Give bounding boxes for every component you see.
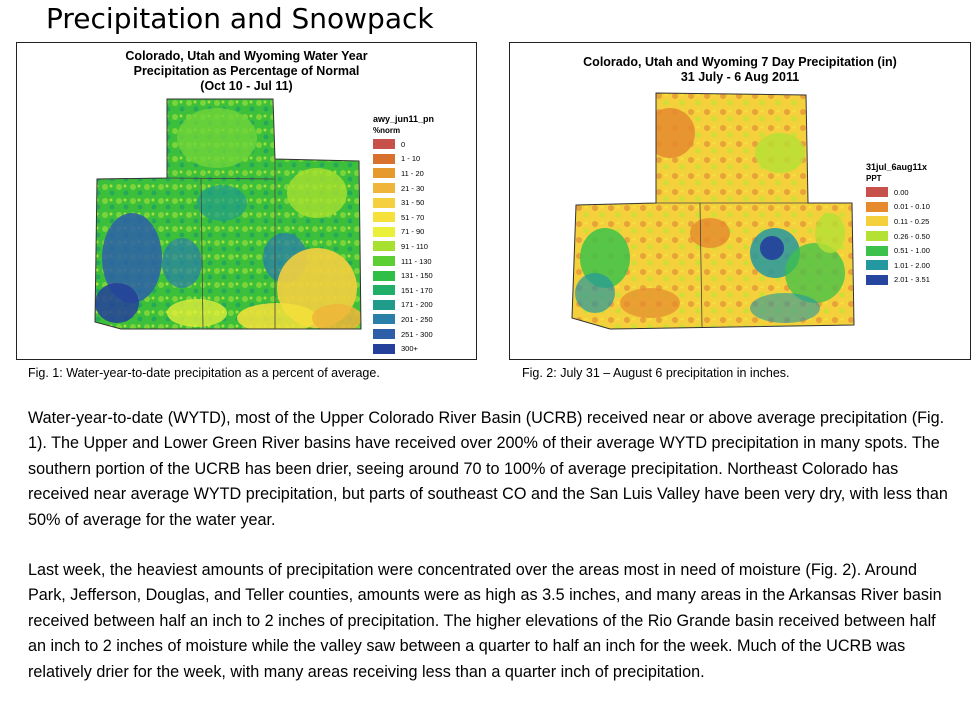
- legend-swatch: [373, 183, 395, 194]
- page-title: Precipitation and Snowpack: [46, 2, 434, 35]
- legend-item: 131 - 150: [373, 268, 434, 283]
- legend-swatch: [866, 260, 888, 271]
- legend-label: 51 - 70: [401, 212, 425, 222]
- figure-2-title: Colorado, Utah and Wyoming 7 Day Precipi…: [583, 55, 897, 84]
- legend-label: 71 - 90: [401, 227, 425, 237]
- figure-1-title: Colorado, Utah and Wyoming Water Year Pr…: [125, 49, 368, 93]
- legend-swatch: [866, 274, 888, 285]
- legend-item: 0.01 - 0.10: [866, 200, 930, 215]
- legend-item: 151 - 170: [373, 283, 434, 298]
- figure-2-map-panel: Colorado, Utah and Wyoming 7 Day Precipi…: [509, 42, 971, 360]
- legend-swatch: [373, 343, 395, 354]
- legend-label: 251 - 300: [401, 329, 433, 339]
- legend-item: 51 - 70: [373, 210, 434, 225]
- legend-item: 0: [373, 137, 434, 152]
- legend-item: 0.11 - 0.25: [866, 214, 930, 229]
- figure-2-state-borders: [656, 202, 808, 328]
- figure-2-legend-subtitle: PPT: [866, 174, 882, 183]
- legend-swatch: [373, 270, 395, 281]
- legend-item: 201 - 250: [373, 312, 434, 327]
- figure-2-state-outline: [571, 92, 855, 330]
- legend-label: 0.00: [894, 187, 909, 197]
- figure-2-caption: Fig. 2: July 31 – August 6 precipitation…: [522, 366, 790, 380]
- figure-1-state-borders: [166, 159, 276, 330]
- legend-label: 91 - 110: [401, 241, 428, 251]
- legend-label: 21 - 30: [401, 183, 425, 193]
- figure-2-legend: 31jul_6aug11x PPT 0.00 0.01 - 0.10 0.11 - …: [866, 161, 930, 287]
- legend-label: 0.01 - 0.10: [894, 202, 930, 212]
- figure-1-legend-subtitle: %norm: [373, 126, 401, 135]
- legend-swatch: [373, 226, 395, 237]
- body-paragraph-2: Last week, the heaviest amounts of preci…: [28, 561, 942, 681]
- legend-label: 151 - 170: [401, 285, 433, 295]
- legend-swatch: [373, 139, 395, 150]
- figure-1-map-shading: [95, 99, 361, 329]
- figure-2-map-shading: [572, 93, 854, 329]
- legend-label: 201 - 250: [401, 314, 433, 324]
- legend-label: 0: [401, 139, 406, 149]
- legend-swatch: [373, 299, 395, 310]
- legend-label: 31 - 50: [401, 198, 425, 208]
- figure-1-map-panel: Colorado, Utah and Wyoming Water Year Pr…: [16, 42, 477, 360]
- legend-item: 251 - 300: [373, 327, 434, 342]
- legend-swatch: [373, 256, 395, 267]
- legend-item: 31 - 50: [373, 195, 434, 210]
- legend-item: 1.01 - 2.00: [866, 258, 930, 273]
- legend-item: 91 - 110: [373, 239, 434, 254]
- legend-item: 111 - 130: [373, 254, 434, 269]
- legend-item: 11 - 20: [373, 166, 434, 181]
- figure-2-legend-title: 31jul_6aug11x: [866, 162, 928, 172]
- legend-item: 0.00: [866, 185, 930, 200]
- legend-label: 2.01 - 3.51: [894, 275, 930, 285]
- legend-swatch: [373, 285, 395, 296]
- legend-swatch: [866, 187, 888, 198]
- figure-1-caption: Fig. 1: Water-year-to-date precipitation…: [28, 366, 380, 380]
- legend-swatch: [373, 212, 395, 223]
- legend-label: 11 - 20: [401, 168, 424, 178]
- legend-label: 131 - 150: [401, 271, 433, 281]
- legend-label: 0.11 - 0.25: [894, 216, 930, 226]
- legend-label: 0.26 - 0.50: [894, 231, 930, 241]
- legend-swatch: [866, 201, 888, 212]
- legend-swatch: [866, 231, 888, 242]
- legend-label: 1 - 10: [401, 154, 421, 164]
- body-paragraph-1: Water-year-to-date (WYTD), most of the U…: [28, 409, 948, 529]
- legend-item: 1 - 10: [373, 152, 434, 167]
- figure-1-legend-title: awy_jun11_pn: [373, 114, 435, 124]
- legend-swatch: [373, 314, 395, 325]
- figure-1-state-outline: [94, 98, 362, 330]
- legend-item: 71 - 90: [373, 225, 434, 240]
- legend-swatch: [373, 168, 395, 179]
- legend-item: 21 - 30: [373, 181, 434, 196]
- figure-1-legend: awy_jun11_pn %norm 0 1 - 10 11 - 20 21 - 30…: [373, 113, 434, 356]
- legend-swatch: [373, 329, 395, 340]
- legend-label: 111 - 130: [401, 256, 432, 266]
- legend-label: 1.01 - 2.00: [894, 260, 930, 270]
- legend-swatch: [373, 241, 395, 252]
- figure-2-map: [571, 92, 855, 330]
- legend-swatch: [866, 245, 888, 256]
- legend-label: 0.51 - 1.00: [894, 246, 930, 256]
- legend-label: 171 - 200: [401, 300, 433, 310]
- legend-item: 2.01 - 3.51: [866, 273, 930, 288]
- legend-item: 0.26 - 0.50: [866, 229, 930, 244]
- legend-swatch: [373, 197, 395, 208]
- figure-1-map: [94, 98, 362, 330]
- legend-item: 300+: [373, 341, 434, 356]
- legend-label: 300+: [401, 344, 418, 354]
- legend-swatch: [373, 153, 395, 164]
- legend-item: 171 - 200: [373, 298, 434, 313]
- legend-item: 0.51 - 1.00: [866, 243, 930, 258]
- legend-swatch: [866, 216, 888, 227]
